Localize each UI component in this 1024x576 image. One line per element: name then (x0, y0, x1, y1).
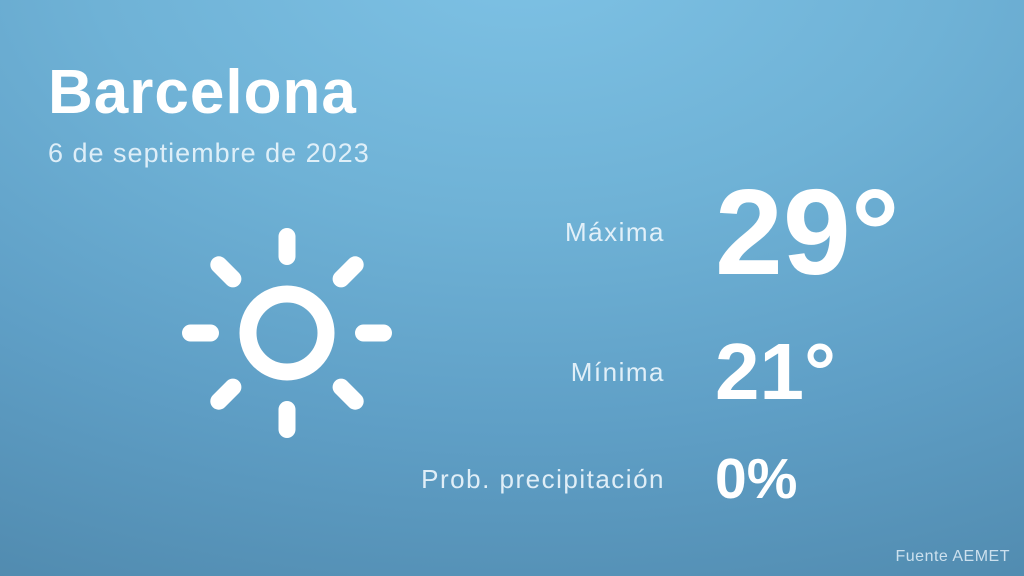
min-temp-row: Mínima 21° (0, 322, 1024, 422)
min-temp-value: 21° (715, 327, 836, 416)
header: Barcelona 6 de septiembre de 2023 (48, 62, 370, 169)
precipitation-label: Prob. precipitación (421, 463, 665, 494)
precipitation-value: 0% (715, 446, 798, 511)
max-temp-row: Máxima 29° (0, 165, 1024, 299)
min-temp-label: Mínima (570, 356, 665, 387)
sun-icon (182, 228, 392, 438)
precipitation-row: Prob. precipitación 0% (0, 437, 1024, 521)
max-temp-label: Máxima (564, 216, 665, 247)
max-temp-value: 29° (715, 164, 900, 300)
page-title: Barcelona (48, 58, 357, 127)
date-subtitle: 6 de septiembre de 2023 (48, 138, 370, 168)
source-attribution: Fuente AEMET (895, 548, 1010, 565)
